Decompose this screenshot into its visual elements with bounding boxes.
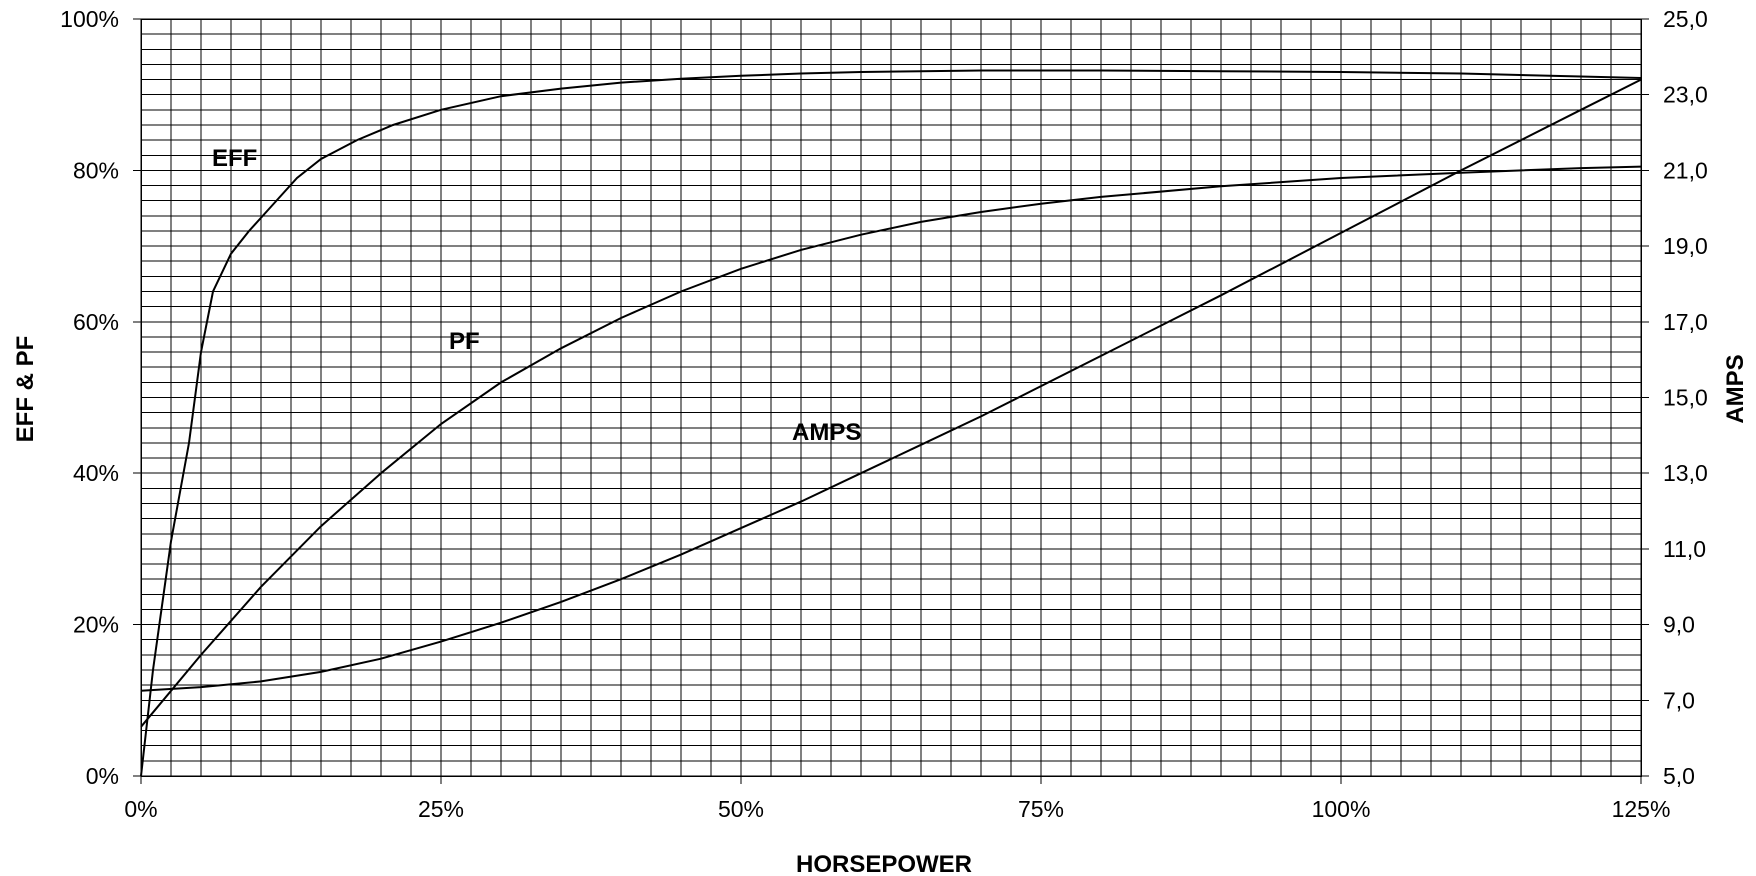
y2-tick-label: 25,0 (1663, 6, 1708, 32)
grid (133, 18, 1649, 784)
y2-tick-label: 15,0 (1663, 385, 1708, 411)
series-label-pf: PF (449, 328, 480, 355)
y-tick-label: 60% (73, 309, 119, 335)
x-axis-title: HORSEPOWER (796, 851, 972, 876)
y2-tick-label: 21,0 (1663, 157, 1708, 183)
y2-tick-label: 11,0 (1663, 536, 1706, 562)
x-tick-label: 0% (124, 796, 157, 822)
y-axis-title: EFF & PF (12, 336, 39, 443)
x-tick-label: 25% (418, 796, 464, 822)
y2-tick-label: 9,0 (1663, 612, 1695, 638)
y2-tick-label: 13,0 (1663, 460, 1708, 486)
y-tick-label: 0% (86, 763, 119, 789)
y2-tick-label: 19,0 (1663, 233, 1708, 259)
x-tick-label: 50% (718, 796, 764, 822)
tick-labels: 0% 25% 50% 75% 100% 125% 0% 20% 40% 60% 80% 100% 5,0… (60, 6, 1708, 822)
y2-tick-label: 17,0 (1663, 309, 1708, 335)
x-tick-label: 100% (1312, 796, 1371, 822)
y-tick-label: 100% (60, 6, 119, 32)
plot-frame (140, 18, 1642, 777)
y2-tick-label: 7,0 (1663, 687, 1695, 713)
y2-axis-title: AMPS (1722, 354, 1749, 423)
series-label-eff: EFF (212, 145, 257, 172)
series-line-pf (140, 165, 1642, 728)
series-line-eff (140, 69, 1642, 777)
series-line-amps (140, 78, 1642, 692)
x-tick-label: 75% (1018, 796, 1064, 822)
y2-tick-label: 23,0 (1663, 82, 1708, 108)
y2-tick-label: 5,0 (1663, 763, 1695, 789)
curves (140, 69, 1642, 777)
series-label-amps: AMPS (792, 419, 861, 446)
y-tick-label: 40% (73, 460, 119, 486)
y-tick-label: 80% (73, 157, 119, 183)
y-tick-label: 20% (73, 612, 119, 638)
x-tick-label: 125% (1612, 796, 1671, 822)
